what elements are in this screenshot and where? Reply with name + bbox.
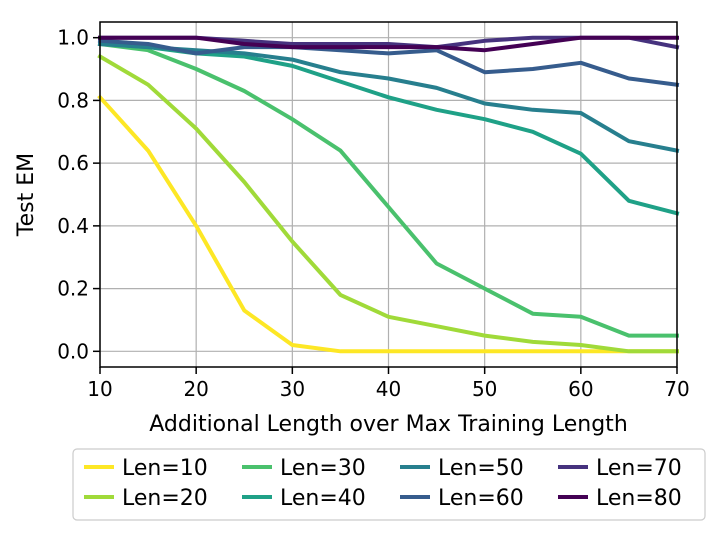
- series-line-len-10: [97, 94, 679, 354]
- y-tick-label: 0.2: [57, 277, 89, 301]
- legend-label: Len=50: [438, 456, 524, 481]
- x-tick-label: 20: [183, 377, 208, 401]
- x-tick-label: 30: [280, 377, 305, 401]
- series-line-len-20: [97, 53, 679, 354]
- series-lines: [97, 35, 680, 354]
- x-axis-label: Additional Length over Max Training Leng…: [149, 412, 628, 437]
- y-tick-label: 1.0: [57, 26, 89, 50]
- x-tick-label: 60: [568, 377, 593, 401]
- axis-ticks: 10 20 30 40 50 60 70 0.0 0.2 0.4 0.6 0.8 1.0: [57, 26, 690, 401]
- legend-label: Len=70: [596, 456, 682, 481]
- series-line-len-30: [97, 41, 679, 338]
- legend-label: Len=20: [122, 486, 208, 511]
- x-tick-label: 70: [664, 377, 689, 401]
- legend-label: Len=10: [122, 456, 208, 481]
- legend-label: Len=40: [280, 486, 366, 511]
- y-tick-label: 0.8: [57, 88, 89, 112]
- y-tick-label: 0.6: [57, 151, 89, 175]
- legend-label: Len=30: [280, 456, 366, 481]
- series-line-len-60: [97, 38, 680, 87]
- legend-label: Len=60: [438, 486, 524, 511]
- y-tick-label: 0.0: [57, 339, 89, 363]
- x-tick-label: 10: [87, 377, 112, 401]
- series-line-len-80: [98, 35, 679, 53]
- y-tick-label: 0.4: [57, 214, 89, 238]
- legend-label: Len=80: [596, 486, 682, 511]
- x-tick-label: 50: [472, 377, 497, 401]
- legend: Len=10 Len=20 Len=30 Len=40 Len=50 Len=60 Len=…: [72, 448, 706, 521]
- legend-box: [72, 448, 706, 521]
- y-axis-label: Test EM: [14, 153, 39, 237]
- x-tick-label: 40: [376, 377, 401, 401]
- series-line-len-50: [97, 41, 680, 153]
